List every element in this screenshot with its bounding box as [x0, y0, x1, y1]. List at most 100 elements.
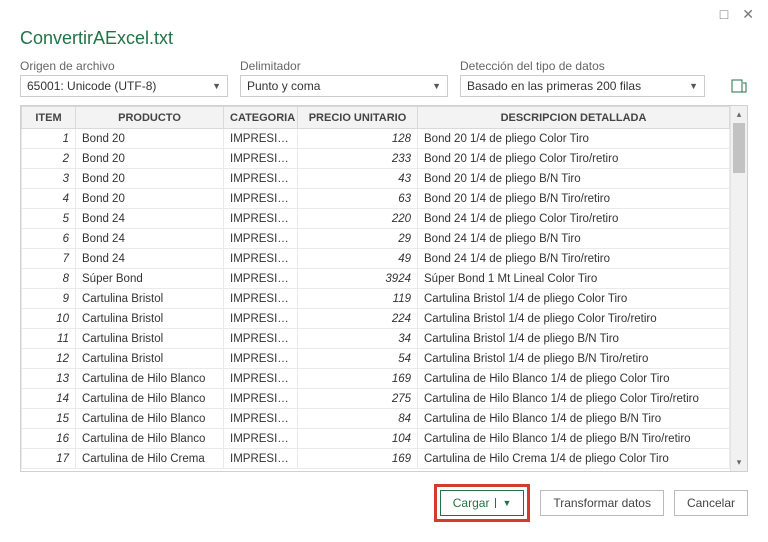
cell-descripcion: Cartulina Bristol 1/4 de pliego B/N Tiro…: [418, 349, 730, 369]
cell-producto: Bond 20: [76, 149, 224, 169]
cell-precio: 43: [298, 169, 418, 189]
cell-descripcion: Bond 24 1/4 de pliego Color Tiro/retiro: [418, 209, 730, 229]
chevron-down-icon: ▼: [212, 81, 221, 91]
cell-descripcion: Cartulina Bristol 1/4 de pliego Color Ti…: [418, 309, 730, 329]
col-descripcion[interactable]: DESCRIPCION DETALLADA: [418, 107, 730, 129]
chevron-down-icon: ▼: [432, 81, 441, 91]
cell-producto: Bond 20: [76, 189, 224, 209]
chevron-down-icon[interactable]: ▼: [495, 498, 511, 508]
table-row[interactable]: 16Cartulina de Hilo BlancoIMPRESIÓN104Ca…: [22, 429, 730, 449]
data-table: ITEM PRODUCTO CATEGORIA PRECIO UNITARIO …: [20, 105, 748, 472]
cell-precio: 275: [298, 389, 418, 409]
cell-producto: Cartulina de Hilo Blanco: [76, 429, 224, 449]
cell-producto: Cartulina Bristol: [76, 289, 224, 309]
cell-producto: Cartulina Bristol: [76, 309, 224, 329]
cell-categoria: IMPRESIÓN: [224, 449, 298, 469]
cell-categoria: IMPRESIÓN: [224, 429, 298, 449]
load-button[interactable]: Cargar ▼: [440, 490, 525, 516]
scroll-thumb[interactable]: [733, 123, 745, 173]
cell-item: 14: [22, 389, 76, 409]
transform-button-label: Transformar datos: [553, 496, 651, 510]
col-item[interactable]: ITEM: [22, 107, 76, 129]
load-button-label: Cargar: [453, 496, 490, 510]
cell-item: 12: [22, 349, 76, 369]
table-row[interactable]: 17Cartulina de Hilo CremaIMPRESIÓN169Car…: [22, 449, 730, 469]
cell-categoria: IMPRESIÓN: [224, 269, 298, 289]
col-producto[interactable]: PRODUCTO: [76, 107, 224, 129]
cell-item: 11: [22, 329, 76, 349]
cell-descripcion: Cartulina Bristol 1/4 de pliego Color Ti…: [418, 289, 730, 309]
cell-categoria: IMPRESIÓN: [224, 369, 298, 389]
table-row[interactable]: 14Cartulina de Hilo BlancoIMPRESIÓN275Ca…: [22, 389, 730, 409]
cell-item: 5: [22, 209, 76, 229]
cell-descripcion: Bond 20 1/4 de pliego B/N Tiro: [418, 169, 730, 189]
cell-producto: Cartulina de Hilo Blanco: [76, 389, 224, 409]
cell-precio: 119: [298, 289, 418, 309]
table-row[interactable]: 10Cartulina BristolIMPRESIÓN224Cartulina…: [22, 309, 730, 329]
origin-label: Origen de archivo: [20, 59, 228, 73]
scroll-up-icon[interactable]: ▴: [731, 106, 747, 123]
vertical-scrollbar[interactable]: ▴ ▾: [730, 106, 747, 471]
cell-descripcion: Cartulina de Hilo Blanco 1/4 de pliego B…: [418, 429, 730, 449]
cell-descripcion: Bond 20 1/4 de pliego Color Tiro/retiro: [418, 149, 730, 169]
maximize-icon[interactable]: □: [720, 6, 728, 23]
cell-descripcion: Bond 20 1/4 de pliego Color Tiro: [418, 129, 730, 149]
table-row[interactable]: 6Bond 24IMPRESIÓN29Bond 24 1/4 de pliego…: [22, 229, 730, 249]
detection-label: Detección del tipo de datos: [460, 59, 705, 73]
origin-value: 65001: Unicode (UTF-8): [27, 79, 156, 93]
cell-precio: 84: [298, 409, 418, 429]
scroll-down-icon[interactable]: ▾: [731, 454, 747, 471]
cell-descripcion: Súper Bond 1 Mt Lineal Color Tiro: [418, 269, 730, 289]
cell-categoria: IMPRESIÓN: [224, 169, 298, 189]
table-row[interactable]: 3Bond 20IMPRESIÓN43Bond 20 1/4 de pliego…: [22, 169, 730, 189]
table-row[interactable]: 2Bond 20IMPRESIÓN233Bond 20 1/4 de plieg…: [22, 149, 730, 169]
cell-descripcion: Bond 20 1/4 de pliego B/N Tiro/retiro: [418, 189, 730, 209]
cell-precio: 233: [298, 149, 418, 169]
cell-item: 10: [22, 309, 76, 329]
table-header-row: ITEM PRODUCTO CATEGORIA PRECIO UNITARIO …: [22, 107, 730, 129]
cell-item: 2: [22, 149, 76, 169]
close-icon[interactable]: ✕: [742, 6, 754, 23]
delimiter-value: Punto y coma: [247, 79, 320, 93]
table-row[interactable]: 9Cartulina BristolIMPRESIÓN119Cartulina …: [22, 289, 730, 309]
cancel-button[interactable]: Cancelar: [674, 490, 748, 516]
table-row[interactable]: 4Bond 20IMPRESIÓN63Bond 20 1/4 de pliego…: [22, 189, 730, 209]
cell-descripcion: Cartulina de Hilo Crema 1/4 de pliego Co…: [418, 449, 730, 469]
origin-dropdown[interactable]: 65001: Unicode (UTF-8) ▼: [20, 75, 228, 97]
cell-producto: Bond 20: [76, 129, 224, 149]
cell-categoria: IMPRESIÓN: [224, 389, 298, 409]
highlight-annotation: Cargar ▼: [434, 484, 531, 522]
cell-descripcion: Cartulina de Hilo Blanco 1/4 de pliego C…: [418, 369, 730, 389]
table-row[interactable]: 5Bond 24IMPRESIÓN220Bond 24 1/4 de plieg…: [22, 209, 730, 229]
cell-categoria: IMPRESIÓN: [224, 289, 298, 309]
cell-categoria: IMPRESIÓN: [224, 189, 298, 209]
cell-categoria: IMPRESIÓN: [224, 209, 298, 229]
table-row[interactable]: 1Bond 20IMPRESIÓN128Bond 20 1/4 de plieg…: [22, 129, 730, 149]
table-row[interactable]: 8Súper BondIMPRESIÓN3924Súper Bond 1 Mt …: [22, 269, 730, 289]
col-precio[interactable]: PRECIO UNITARIO: [298, 107, 418, 129]
settings-icon[interactable]: [730, 75, 748, 97]
detection-dropdown[interactable]: Basado en las primeras 200 filas ▼: [460, 75, 705, 97]
cell-categoria: IMPRESIÓN: [224, 229, 298, 249]
transform-button[interactable]: Transformar datos: [540, 490, 664, 516]
page-title: ConvertirAExcel.txt: [20, 0, 748, 59]
cell-categoria: IMPRESIÓN: [224, 329, 298, 349]
cell-producto: Bond 24: [76, 249, 224, 269]
cell-categoria: IMPRESIÓN: [224, 149, 298, 169]
delimiter-dropdown[interactable]: Punto y coma ▼: [240, 75, 448, 97]
cell-descripcion: Bond 24 1/4 de pliego B/N Tiro: [418, 229, 730, 249]
table-row[interactable]: 15Cartulina de Hilo BlancoIMPRESIÓN84Car…: [22, 409, 730, 429]
cell-item: 3: [22, 169, 76, 189]
table-row[interactable]: 12Cartulina BristolIMPRESIÓN54Cartulina …: [22, 349, 730, 369]
col-categoria[interactable]: CATEGORIA: [224, 107, 298, 129]
cell-precio: 104: [298, 429, 418, 449]
table-row[interactable]: 7Bond 24IMPRESIÓN49Bond 24 1/4 de pliego…: [22, 249, 730, 269]
cell-precio: 224: [298, 309, 418, 329]
detection-value: Basado en las primeras 200 filas: [467, 79, 641, 93]
cell-precio: 29: [298, 229, 418, 249]
cell-item: 13: [22, 369, 76, 389]
cell-item: 16: [22, 429, 76, 449]
table-row[interactable]: 13Cartulina de Hilo BlancoIMPRESIÓN169Ca…: [22, 369, 730, 389]
table-row[interactable]: 11Cartulina BristolIMPRESIÓN34Cartulina …: [22, 329, 730, 349]
cell-descripcion: Bond 24 1/4 de pliego B/N Tiro/retiro: [418, 249, 730, 269]
